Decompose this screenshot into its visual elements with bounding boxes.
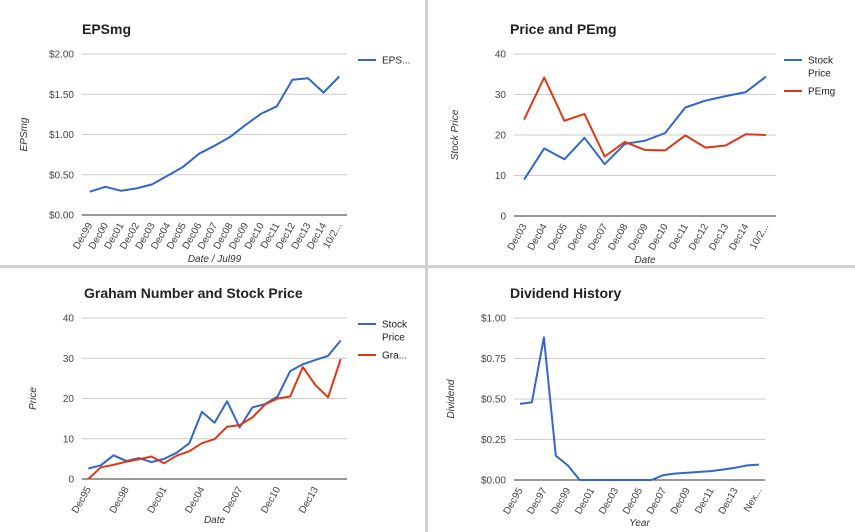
x-tick-label: Dec07 <box>221 485 245 516</box>
chart-title: Graham Number and Stock Price <box>84 285 303 301</box>
y-tick-label: 10 <box>63 434 75 445</box>
x-tick-label: Dec95 <box>70 485 94 516</box>
y-tick-label: 30 <box>63 354 75 365</box>
series-line-1 <box>523 76 766 158</box>
legend-label: Stock Price <box>382 320 408 344</box>
y-axis-title: EPSmg <box>19 117 30 151</box>
x-tick-label: Dec07 <box>645 486 669 517</box>
y-tick-label: 0 <box>500 212 506 223</box>
x-axis-title: Date <box>634 255 656 265</box>
x-tick-label: Dec13 <box>297 485 321 516</box>
chart-title: EPSmg <box>82 21 131 37</box>
x-tick-label: Dec11 <box>693 486 717 516</box>
x-axis-title: Year <box>629 518 650 529</box>
horizontal-divider <box>0 265 855 268</box>
y-tick-label: $2.00 <box>49 50 74 61</box>
y-tick-label: $0.00 <box>481 476 506 487</box>
y-tick-label: $0.00 <box>49 211 74 222</box>
series-line-0 <box>89 75 340 193</box>
y-tick-label: $0.50 <box>481 395 506 406</box>
x-axis-title: Date / Jul99 <box>188 254 242 265</box>
y-axis-title: Price <box>28 387 39 410</box>
x-tick-label: Dec04 <box>183 485 207 516</box>
y-tick-label: 20 <box>495 131 507 142</box>
y-tick-label: 0 <box>68 475 74 486</box>
x-tick-label: Dec01 <box>573 486 597 517</box>
x-tick-label: Dec99 <box>549 486 573 517</box>
x-tick-label: Dec03 <box>597 486 621 517</box>
chart-panel-eps: EPSmg $0.00 $0.50 $1.00 $1.50 $2.00 Dec99 Dec00… <box>0 0 425 265</box>
y-tick-label: $1.00 <box>481 314 506 325</box>
x-tick-label: Dec01 <box>146 485 170 516</box>
y-tick-label: $0.75 <box>481 354 506 365</box>
y-tick-label: $0.25 <box>481 435 506 446</box>
y-tick-label: $1.50 <box>49 90 74 101</box>
chart-panel-price-pe: Price and PEmg 0 10 20 30 40 Dec03 Dec04 Dec05 De… <box>428 0 855 265</box>
chart-title: Price and PEmg <box>510 21 617 37</box>
x-tick-label: Dec97 <box>525 486 549 517</box>
chart-panel-dividend: Dividend History $0.00 $0.25 $0.50 $0.75 $1.0… <box>428 268 855 532</box>
series-line-0 <box>523 75 767 181</box>
x-tick-label: Nex... <box>742 486 765 514</box>
y-tick-label: 30 <box>495 90 507 101</box>
x-tick-label: Dec98 <box>108 485 132 516</box>
x-tick-label: Dec10 <box>259 485 283 516</box>
chart-panel-graham: Graham Number and Stock Price 0 10 20 30 40 De… <box>0 268 425 532</box>
x-tick-label: Dec95 <box>502 486 526 517</box>
x-tick-label: Dec10 <box>647 222 671 253</box>
y-tick-label: 40 <box>495 50 507 61</box>
legend-label: Stock Price <box>808 56 834 80</box>
x-tick-label: 10/2... <box>748 222 771 252</box>
series-line-1 <box>87 358 342 480</box>
price-pe-chart: Price and PEmg010203040Dec03Dec04Dec05De… <box>450 21 835 265</box>
legend-label: EPS... <box>382 56 410 67</box>
eps-chart: EPSmg$0.00$0.50$1.00$1.50$2.00Dec99Dec00… <box>19 21 410 265</box>
series-line-0 <box>88 339 342 470</box>
y-tick-label: 40 <box>63 314 75 325</box>
legend-label: PEmg <box>808 87 835 98</box>
x-tick-label: Dec14 <box>727 222 751 253</box>
y-tick-label: $1.00 <box>49 130 74 141</box>
legend-label: Gra... <box>382 351 407 362</box>
x-tick-label: Dec13 <box>717 486 741 517</box>
series-line-0 <box>519 336 760 481</box>
y-axis-title: Dividend <box>446 379 457 418</box>
y-tick-label: 10 <box>495 171 507 182</box>
dividend-chart: Dividend History $0.00 $0.25 $0.50 $0.75 $1.0… <box>446 285 765 529</box>
x-tick-label: Dec09 <box>669 486 693 517</box>
y-axis-title: Stock Price <box>450 109 461 160</box>
graham-chart: Graham Number and Stock Price 0 10 20 30 40 De… <box>28 285 408 526</box>
x-tick-label: Dec05 <box>621 486 645 517</box>
x-axis-title: Date <box>204 515 226 526</box>
y-tick-label: 20 <box>63 394 75 405</box>
chart-title: Dividend History <box>510 285 621 301</box>
y-tick-label: $0.50 <box>49 170 74 181</box>
